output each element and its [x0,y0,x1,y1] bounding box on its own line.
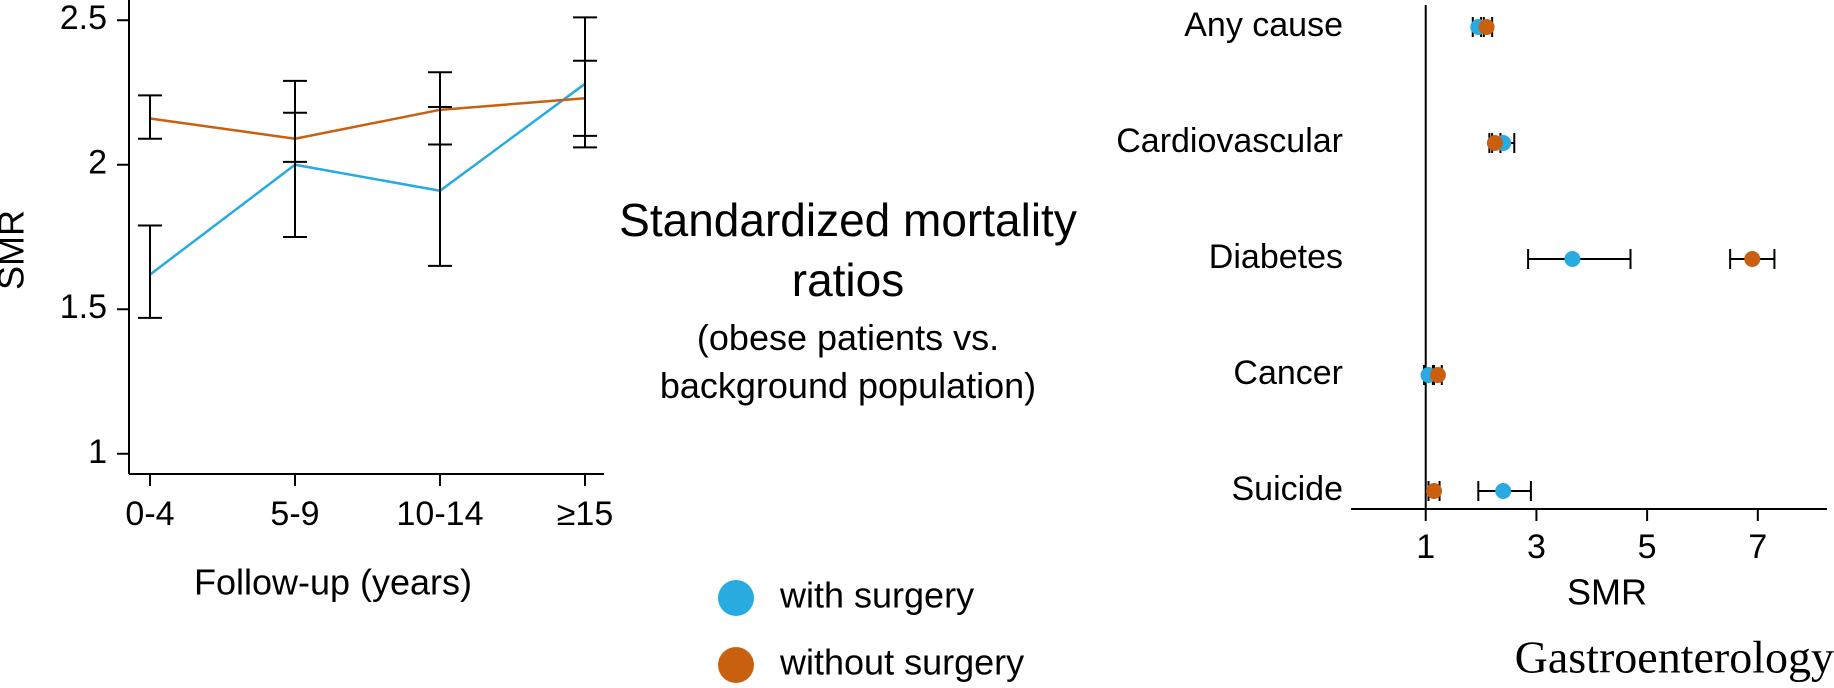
x-tick-label: 3 [1527,528,1546,566]
journal-name: Gastroenterology [1515,632,1834,683]
x-tick-label: 0-4 [125,495,174,533]
y-tick-label: Cardiovascular [1116,122,1343,160]
point [1429,367,1446,383]
y-tick-label: 2 [88,144,107,182]
x-tick-label: 1 [1416,528,1435,566]
legend-marker [718,647,754,683]
point [1426,483,1443,499]
point [1744,251,1761,267]
x-tick-label: 10-14 [397,495,484,533]
subtitle: (obese patients vs. background populatio… [659,317,1037,406]
x-tick-label: 7 [1748,528,1767,566]
x-tick-label: 5 [1638,528,1657,566]
y-tick-label: 2.5 [60,0,107,37]
point [1478,19,1495,35]
y-tick-label: Any cause [1184,6,1343,44]
legend-marker [718,580,754,616]
x-axis-label: SMR [1567,572,1647,613]
title: Standardized mortality ratios [619,194,1077,306]
point [1486,135,1503,151]
x-tick-label: ≥15 [557,495,613,533]
legend-label: without surgery [779,642,1024,683]
y-axis-label: SMR [0,210,32,290]
y-tick-label: Suicide [1231,470,1343,508]
legend-label: with surgery [779,575,974,616]
x-tick-label: 5-9 [270,495,319,533]
line [149,97,586,140]
line [149,82,586,276]
point [1564,251,1581,267]
y-tick-label: Diabetes [1209,238,1343,276]
y-tick-label: 1.5 [60,288,107,326]
x-axis-label: Follow-up (years) [194,562,472,603]
center-title-block: Standardized mortality ratios (obese pat… [598,190,1098,410]
y-tick-label: Cancer [1233,354,1343,392]
y-tick-label: 1 [88,433,107,471]
point [1495,483,1512,499]
